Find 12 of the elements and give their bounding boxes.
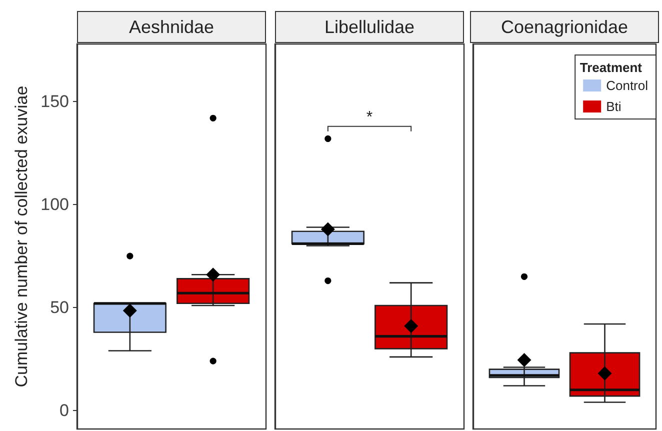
y-tick-label: 0 — [60, 400, 69, 420]
legend-label: Control — [606, 78, 648, 93]
legend-label: Bti — [606, 99, 622, 114]
y-tick-label: 150 — [40, 92, 69, 112]
y-axis-title: Cumulative number of collected exuviae — [12, 86, 31, 388]
annotation: * — [366, 108, 373, 126]
x-tick-label: Libellulidae — [324, 17, 415, 37]
legend-title: Treatment — [580, 60, 643, 75]
y-tick-label: 50 — [50, 298, 69, 318]
x-tick-label: Coenagrionidae — [500, 17, 628, 37]
x-tick-label: Aeshnidae — [128, 17, 214, 37]
y-tick-label: 100 — [40, 195, 69, 214]
